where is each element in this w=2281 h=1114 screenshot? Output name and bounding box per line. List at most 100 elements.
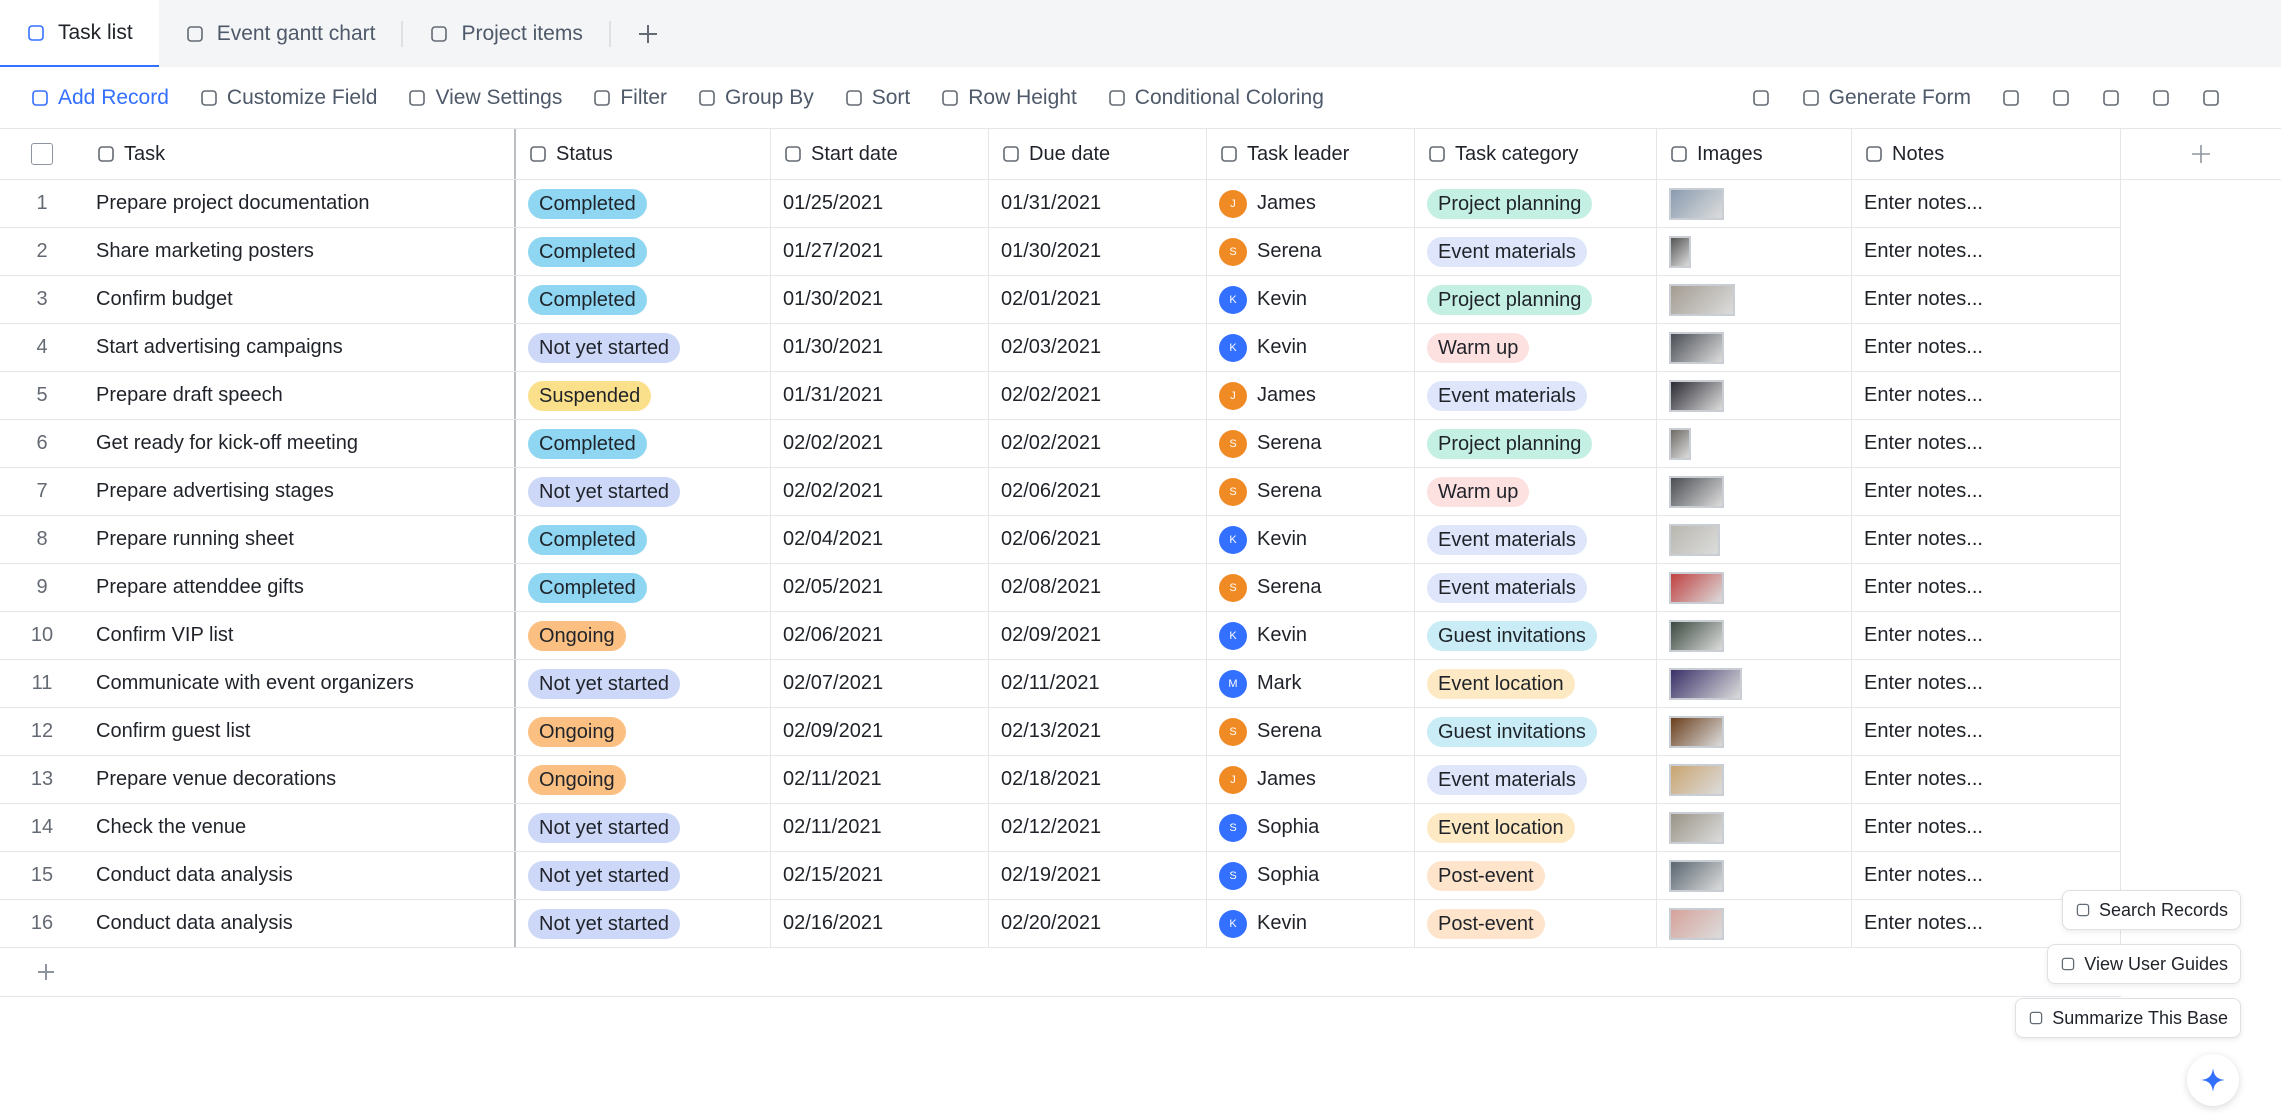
leader-cell[interactable]: S Sophia: [1207, 804, 1415, 851]
category-cell[interactable]: Event materials: [1415, 564, 1657, 611]
task-cell[interactable]: Prepare project documentation: [84, 180, 516, 227]
toolbar-button[interactable]: View Settings: [407, 86, 562, 110]
select-all[interactable]: [0, 129, 84, 179]
floating-button[interactable]: Summarize This Base: [2015, 998, 2241, 1038]
notes-cell[interactable]: Enter notes...: [1852, 180, 2121, 227]
task-cell[interactable]: Prepare draft speech: [84, 372, 516, 419]
notes-cell[interactable]: Enter notes...: [1852, 660, 2121, 707]
due-date-cell[interactable]: 02/09/2021: [989, 612, 1207, 659]
start-date-cell[interactable]: 01/27/2021: [771, 228, 989, 275]
start-date-cell[interactable]: 01/25/2021: [771, 180, 989, 227]
tab[interactable]: Event gantt chart: [159, 0, 402, 67]
due-date-cell[interactable]: 02/19/2021: [989, 852, 1207, 899]
notes-cell[interactable]: Enter notes...: [1852, 372, 2121, 419]
images-cell[interactable]: [1657, 516, 1852, 563]
due-date-cell[interactable]: 02/03/2021: [989, 324, 1207, 371]
category-cell[interactable]: Event location: [1415, 804, 1657, 851]
tab[interactable]: Project items: [403, 0, 608, 67]
category-cell[interactable]: Project planning: [1415, 180, 1657, 227]
column-header[interactable]: Due date: [989, 129, 1207, 179]
status-cell[interactable]: Not yet started: [516, 804, 771, 851]
leader-cell[interactable]: S Serena: [1207, 420, 1415, 467]
task-cell[interactable]: Conduct data analysis: [84, 900, 516, 947]
toolbar-button[interactable]: Add Record: [30, 86, 169, 110]
search-button[interactable]: [2151, 88, 2171, 108]
images-cell[interactable]: [1657, 612, 1852, 659]
toolbar-button[interactable]: Filter: [592, 86, 667, 110]
task-cell[interactable]: Start advertising campaigns: [84, 324, 516, 371]
column-header[interactable]: Task leader: [1207, 129, 1415, 179]
status-cell[interactable]: Completed: [516, 180, 771, 227]
task-cell[interactable]: Confirm budget: [84, 276, 516, 323]
task-cell[interactable]: Prepare advertising stages: [84, 468, 516, 515]
due-date-cell[interactable]: 02/06/2021: [989, 516, 1207, 563]
category-cell[interactable]: Post-event: [1415, 900, 1657, 947]
column-header[interactable]: Status: [516, 129, 771, 179]
notes-cell[interactable]: Enter notes...: [1852, 276, 2121, 323]
due-date-cell[interactable]: 02/12/2021: [989, 804, 1207, 851]
start-date-cell[interactable]: 02/15/2021: [771, 852, 989, 899]
status-cell[interactable]: Not yet started: [516, 900, 771, 947]
images-cell[interactable]: [1657, 228, 1852, 275]
add-tab[interactable]: [611, 0, 685, 67]
images-cell[interactable]: [1657, 660, 1852, 707]
toolbar-button[interactable]: Customize Field: [199, 86, 377, 110]
images-cell[interactable]: [1657, 180, 1852, 227]
due-date-cell[interactable]: 02/18/2021: [989, 756, 1207, 803]
add-column[interactable]: [2121, 129, 2281, 179]
status-cell[interactable]: Ongoing: [516, 756, 771, 803]
start-date-cell[interactable]: 02/04/2021: [771, 516, 989, 563]
status-cell[interactable]: Completed: [516, 564, 771, 611]
due-date-cell[interactable]: 02/20/2021: [989, 900, 1207, 947]
status-cell[interactable]: Not yet started: [516, 468, 771, 515]
toolbar-button[interactable]: Row Height: [940, 86, 1077, 110]
images-cell[interactable]: [1657, 804, 1852, 851]
column-header[interactable]: Task: [84, 129, 516, 179]
leader-cell[interactable]: J James: [1207, 756, 1415, 803]
task-cell[interactable]: Conduct data analysis: [84, 852, 516, 899]
start-date-cell[interactable]: 01/31/2021: [771, 372, 989, 419]
add-row[interactable]: [0, 948, 2121, 997]
leader-cell[interactable]: J James: [1207, 180, 1415, 227]
notes-cell[interactable]: Enter notes...: [1852, 324, 2121, 371]
leader-cell[interactable]: S Serena: [1207, 228, 1415, 275]
status-cell[interactable]: Not yet started: [516, 852, 771, 899]
images-cell[interactable]: [1657, 372, 1852, 419]
category-cell[interactable]: Post-event: [1415, 852, 1657, 899]
start-date-cell[interactable]: 02/02/2021: [771, 420, 989, 467]
category-cell[interactable]: Project planning: [1415, 276, 1657, 323]
images-cell[interactable]: [1657, 276, 1852, 323]
images-cell[interactable]: [1657, 852, 1852, 899]
start-date-cell[interactable]: 02/11/2021: [771, 756, 989, 803]
start-date-cell[interactable]: 02/09/2021: [771, 708, 989, 755]
status-cell[interactable]: Ongoing: [516, 708, 771, 755]
due-date-cell[interactable]: 02/11/2021: [989, 660, 1207, 707]
category-cell[interactable]: Warm up: [1415, 468, 1657, 515]
due-date-cell[interactable]: 01/30/2021: [989, 228, 1207, 275]
images-cell[interactable]: [1657, 756, 1852, 803]
category-cell[interactable]: Event materials: [1415, 516, 1657, 563]
share-button[interactable]: [2001, 88, 2021, 108]
leader-cell[interactable]: K Kevin: [1207, 324, 1415, 371]
images-cell[interactable]: [1657, 708, 1852, 755]
toolbar-button[interactable]: Group By: [697, 86, 814, 110]
status-cell[interactable]: Suspended: [516, 372, 771, 419]
notes-cell[interactable]: Enter notes...: [1852, 852, 2121, 899]
toolbar-button[interactable]: Sort: [844, 86, 910, 110]
start-date-cell[interactable]: 02/06/2021: [771, 612, 989, 659]
history-button[interactable]: [1751, 88, 1771, 108]
category-cell[interactable]: Event materials: [1415, 756, 1657, 803]
status-cell[interactable]: Completed: [516, 516, 771, 563]
task-cell[interactable]: Prepare running sheet: [84, 516, 516, 563]
floating-button[interactable]: View User Guides: [2047, 944, 2241, 984]
leader-cell[interactable]: J James: [1207, 372, 1415, 419]
status-cell[interactable]: Not yet started: [516, 660, 771, 707]
notes-cell[interactable]: Enter notes...: [1852, 228, 2121, 275]
start-date-cell[interactable]: 02/02/2021: [771, 468, 989, 515]
due-date-cell[interactable]: 02/13/2021: [989, 708, 1207, 755]
category-cell[interactable]: Event materials: [1415, 372, 1657, 419]
leader-cell[interactable]: K Kevin: [1207, 612, 1415, 659]
category-cell[interactable]: Guest invitations: [1415, 612, 1657, 659]
task-cell[interactable]: Prepare attenddee gifts: [84, 564, 516, 611]
comment-button[interactable]: [2201, 88, 2221, 108]
